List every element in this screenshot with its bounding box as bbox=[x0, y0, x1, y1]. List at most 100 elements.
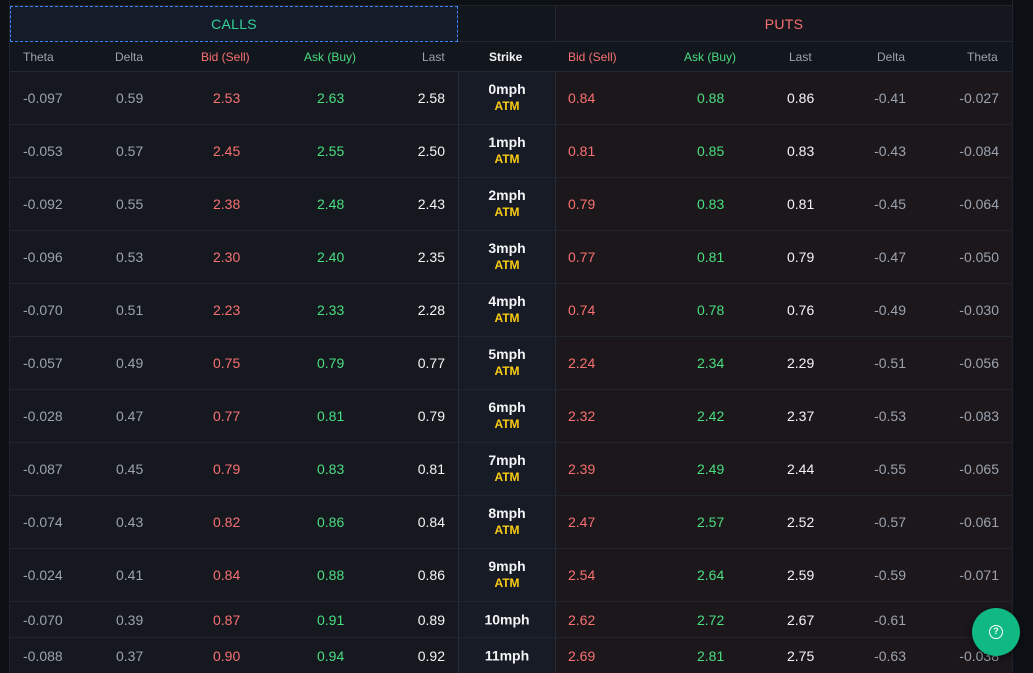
options-chain-board: CALLS PUTS Theta Delta Bid (Sell) Ask (B… bbox=[10, 6, 1012, 673]
put-last-cell: 2.44 bbox=[787, 461, 815, 477]
call-bid-cell[interactable]: 2.53 bbox=[213, 90, 241, 106]
option-row[interactable]: -0.088 0.37 0.90 0.94 0.92 2.69 2.81 2.75 -0.63-… bbox=[10, 638, 1012, 673]
header-put-delta[interactable]: Delta bbox=[877, 50, 906, 64]
put-ask-cell[interactable]: 2.57 bbox=[697, 514, 725, 530]
header-put-bid[interactable]: Bid (Sell) bbox=[568, 50, 617, 64]
call-bid-cell[interactable]: 0.77 bbox=[213, 408, 241, 424]
option-row[interactable]: -0.028 0.47 0.77 0.81 0.79 2.32 2.42 2.37 -0.53 -… bbox=[10, 390, 1012, 443]
call-ask-cell[interactable]: 2.40 bbox=[317, 249, 345, 265]
put-bid-cell[interactable]: 2.24 bbox=[568, 355, 596, 371]
call-ask-cell[interactable]: 0.86 bbox=[317, 514, 345, 530]
call-ask-cell[interactable]: 0.79 bbox=[317, 355, 345, 371]
put-bid-cell[interactable]: 2.62 bbox=[568, 611, 596, 628]
call-theta-cell: -0.092 bbox=[23, 196, 63, 212]
help-button[interactable]: ? bbox=[972, 608, 1020, 656]
put-last-cell: 0.83 bbox=[787, 143, 815, 159]
put-delta-cell: -0.53 bbox=[874, 408, 906, 424]
option-row[interactable]: -0.0700.390.870.910.892.622.722.67-0.61-… bbox=[10, 602, 1012, 638]
call-ask-cell[interactable]: 0.94 bbox=[317, 647, 345, 664]
put-ask-cell[interactable]: 0.88 bbox=[697, 90, 725, 106]
strike-cell: 6mph ATM bbox=[458, 399, 556, 433]
header-call-bid[interactable]: Bid (Sell) bbox=[201, 50, 250, 64]
top-edge bbox=[10, 0, 1012, 6]
option-row[interactable]: -0.053 0.57 2.45 2.55 2.50 0.81 0.85 0.83 -0.43 -… bbox=[10, 125, 1012, 178]
call-bid-cell[interactable]: 2.38 bbox=[213, 196, 241, 212]
header-put-theta[interactable]: Theta bbox=[967, 50, 998, 64]
put-ask-cell[interactable]: 0.85 bbox=[697, 143, 725, 159]
put-delta-cell: -0.63 bbox=[874, 647, 906, 664]
call-ask-cell[interactable]: 0.83 bbox=[317, 461, 345, 477]
call-ask-cell[interactable]: 0.88 bbox=[317, 567, 345, 583]
call-bid-cell[interactable]: 2.45 bbox=[213, 143, 241, 159]
header-put-ask[interactable]: Ask (Buy) bbox=[684, 50, 737, 64]
call-delta-cell: 0.43 bbox=[116, 514, 144, 530]
header-strike[interactable]: Strike bbox=[489, 50, 523, 64]
call-bid-cell[interactable]: 0.87 bbox=[213, 611, 241, 628]
calls-background bbox=[10, 496, 458, 548]
atm-badge: ATM bbox=[494, 152, 520, 166]
put-theta-cell: -0.061 bbox=[959, 514, 999, 530]
put-bid-cell[interactable]: 0.77 bbox=[568, 249, 596, 265]
call-bid-cell[interactable]: 0.82 bbox=[213, 514, 241, 530]
option-row[interactable]: -0.096 0.53 2.30 2.40 2.35 0.77 0.81 0.79 -0.47 -… bbox=[10, 231, 1012, 284]
option-row[interactable]: -0.097 0.59 2.53 2.63 2.58 0.84 0.88 0.86 -0.41 -… bbox=[10, 72, 1012, 125]
put-theta-cell: -0.027 bbox=[959, 90, 999, 106]
call-ask-cell[interactable]: 0.81 bbox=[317, 408, 345, 424]
put-bid-cell[interactable]: 0.79 bbox=[568, 196, 596, 212]
header-call-ask[interactable]: Ask (Buy) bbox=[304, 50, 357, 64]
option-row[interactable]: -0.070 0.51 2.23 2.33 2.28 0.74 0.78 0.76 -0.49 -… bbox=[10, 284, 1012, 337]
put-ask-cell[interactable]: 2.34 bbox=[697, 355, 725, 371]
call-theta-cell: -0.024 bbox=[23, 567, 63, 583]
call-ask-cell[interactable]: 2.33 bbox=[317, 302, 345, 318]
header-call-delta[interactable]: Delta bbox=[115, 50, 144, 64]
option-row[interactable]: -0.024 0.41 0.84 0.88 0.86 2.54 2.64 2.59 -0.59 -… bbox=[10, 549, 1012, 602]
call-ask-cell[interactable]: 2.55 bbox=[317, 143, 345, 159]
put-delta-cell: -0.57 bbox=[874, 514, 906, 530]
put-ask-cell[interactable]: 2.49 bbox=[697, 461, 725, 477]
header-call-last[interactable]: Last bbox=[422, 50, 445, 64]
put-delta-cell: -0.51 bbox=[874, 355, 906, 371]
atm-badge: ATM bbox=[494, 417, 520, 431]
calls-section-header[interactable]: CALLS bbox=[10, 6, 458, 42]
put-ask-cell[interactable]: 0.83 bbox=[697, 196, 725, 212]
put-ask-cell[interactable]: 2.64 bbox=[697, 567, 725, 583]
call-bid-cell[interactable]: 0.84 bbox=[213, 567, 241, 583]
strike-cell: 9mph ATM bbox=[458, 558, 556, 592]
call-theta-cell: -0.097 bbox=[23, 90, 63, 106]
strike-background bbox=[458, 125, 556, 177]
put-bid-cell[interactable]: 2.69 bbox=[568, 647, 596, 664]
put-ask-cell[interactable]: 2.72 bbox=[697, 611, 725, 628]
put-bid-cell[interactable]: 0.81 bbox=[568, 143, 596, 159]
call-bid-cell[interactable]: 2.30 bbox=[213, 249, 241, 265]
right-edge bbox=[1012, 0, 1033, 673]
strike-background bbox=[458, 496, 556, 548]
call-bid-cell[interactable]: 0.75 bbox=[213, 355, 241, 371]
puts-background bbox=[556, 284, 1012, 336]
put-bid-cell[interactable]: 2.39 bbox=[568, 461, 596, 477]
option-row[interactable]: -0.074 0.43 0.82 0.86 0.84 2.47 2.57 2.52 -0.57 -… bbox=[10, 496, 1012, 549]
left-edge bbox=[0, 0, 10, 673]
option-row[interactable]: -0.092 0.55 2.38 2.48 2.43 0.79 0.83 0.81 -0.45 -… bbox=[10, 178, 1012, 231]
call-ask-cell[interactable]: 0.91 bbox=[317, 611, 345, 628]
put-bid-cell[interactable]: 2.47 bbox=[568, 514, 596, 530]
put-bid-cell[interactable]: 0.84 bbox=[568, 90, 596, 106]
call-bid-cell[interactable]: 2.23 bbox=[213, 302, 241, 318]
put-bid-cell[interactable]: 2.32 bbox=[568, 408, 596, 424]
put-bid-cell[interactable]: 0.74 bbox=[568, 302, 596, 318]
call-ask-cell[interactable]: 2.48 bbox=[317, 196, 345, 212]
header-call-theta[interactable]: Theta bbox=[23, 50, 54, 64]
header-put-last[interactable]: Last bbox=[789, 50, 812, 64]
put-ask-cell[interactable]: 2.81 bbox=[697, 647, 725, 664]
put-ask-cell[interactable]: 0.81 bbox=[697, 249, 725, 265]
put-ask-cell[interactable]: 2.42 bbox=[697, 408, 725, 424]
puts-section-header[interactable]: PUTS bbox=[556, 6, 1012, 42]
call-ask-cell[interactable]: 2.63 bbox=[317, 90, 345, 106]
option-row[interactable]: -0.087 0.45 0.79 0.83 0.81 2.39 2.49 2.44 -0.55 -… bbox=[10, 443, 1012, 496]
puts-background bbox=[556, 638, 1012, 673]
call-bid-cell[interactable]: 0.90 bbox=[213, 647, 241, 664]
put-ask-cell[interactable]: 0.78 bbox=[697, 302, 725, 318]
call-bid-cell[interactable]: 0.79 bbox=[213, 461, 241, 477]
strike-cell: 0mph ATM bbox=[458, 81, 556, 115]
put-bid-cell[interactable]: 2.54 bbox=[568, 567, 596, 583]
option-row[interactable]: -0.057 0.49 0.75 0.79 0.77 2.24 2.34 2.29 -0.51 -… bbox=[10, 337, 1012, 390]
